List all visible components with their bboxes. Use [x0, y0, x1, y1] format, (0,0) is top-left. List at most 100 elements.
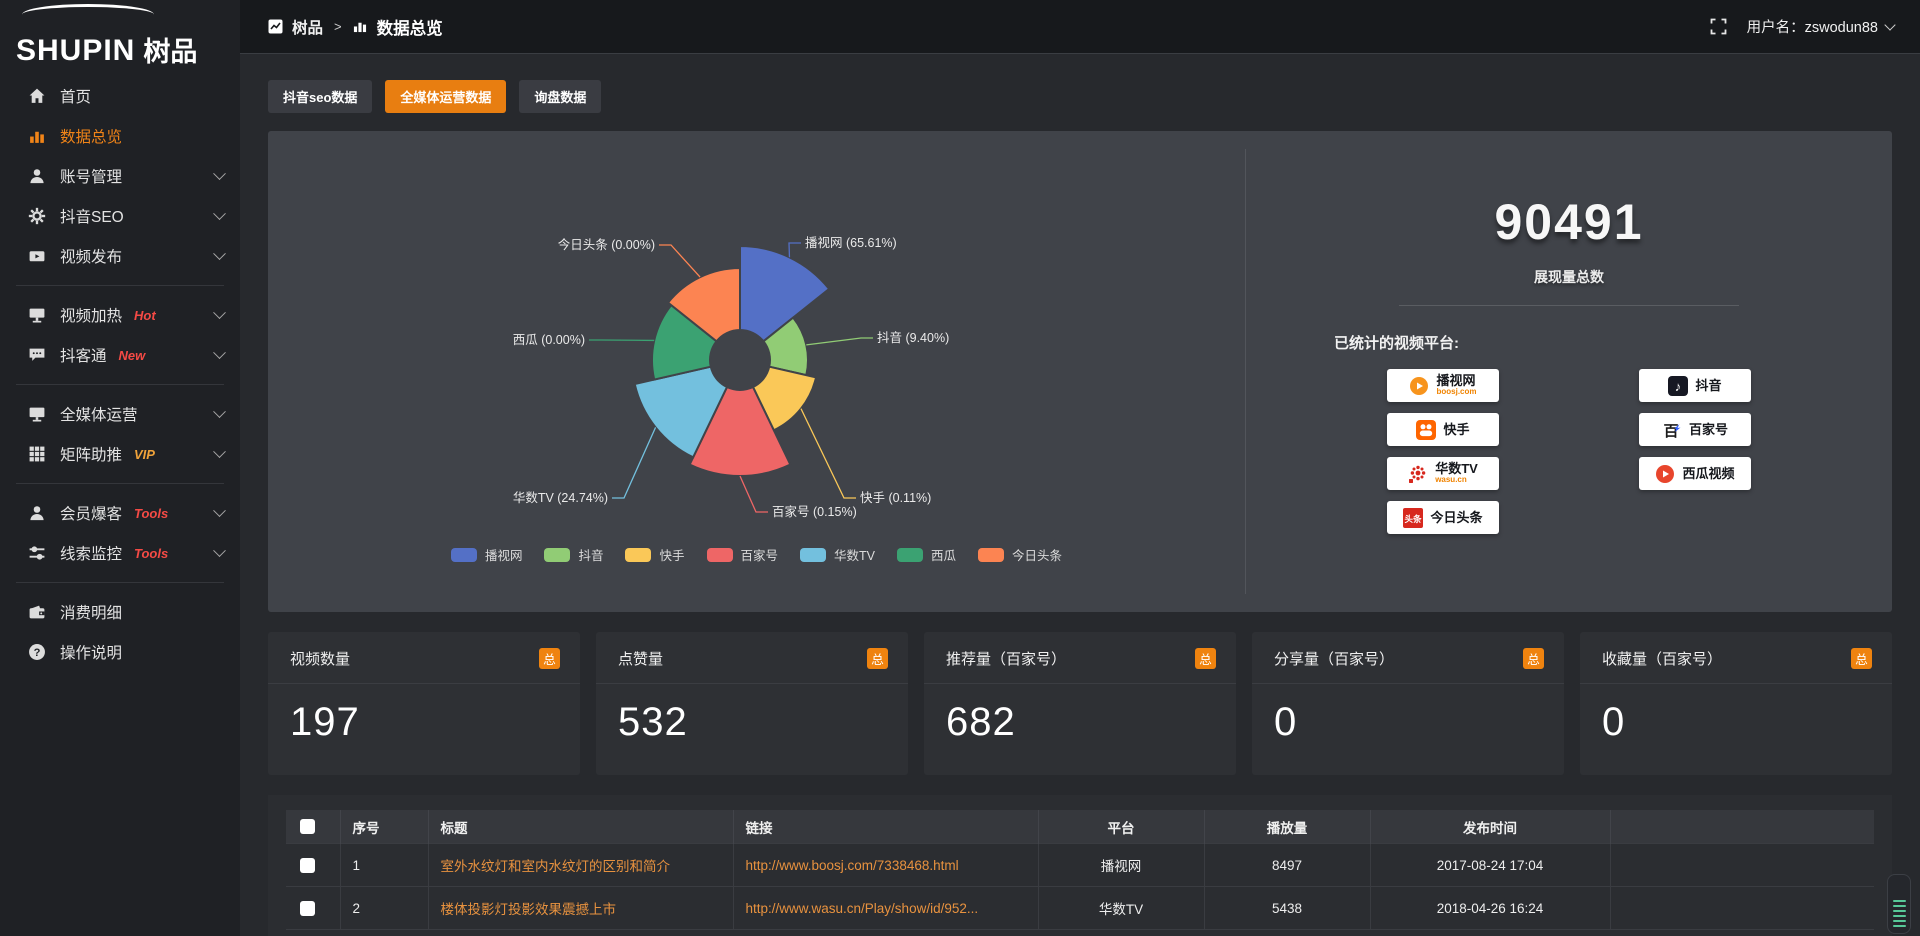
- chevron-down-icon: [213, 404, 226, 418]
- tab-inquiry-data[interactable]: 询盘数据: [519, 80, 602, 113]
- row-checkbox[interactable]: [300, 857, 315, 873]
- pie-label-line: [739, 475, 768, 513]
- sidebar-item-data-overview[interactable]: 数据总览: [0, 116, 240, 156]
- pie-slice-5[interactable]: [651, 303, 718, 381]
- svg-text:♪: ♪: [1675, 379, 1682, 394]
- row-checkbox[interactable]: [300, 900, 315, 916]
- platform-card-kuaishou: 快手: [1387, 413, 1499, 446]
- legend-label: 百家号: [740, 549, 779, 563]
- videos-table: 序号 标题 链接 平台 播放量 发布时间 1 室: [286, 810, 1874, 936]
- svg-text:百: 百: [1663, 423, 1678, 440]
- user-icon: [28, 504, 46, 522]
- total-badge[interactable]: 总: [867, 648, 888, 669]
- breadcrumb-root[interactable]: 树品: [292, 19, 324, 37]
- stat-card-value: 197: [290, 700, 360, 744]
- new-badge: New: [118, 347, 146, 363]
- select-all-checkbox[interactable]: [300, 819, 315, 834]
- legend-item-4[interactable]: 华数TV: [800, 545, 875, 564]
- cell-platform: 播视网: [1037, 843, 1204, 887]
- pie-slice-3[interactable]: [688, 385, 792, 477]
- platform-name: 百家号: [1688, 421, 1728, 437]
- pie-slice-1[interactable]: [762, 316, 809, 377]
- scroll-widget[interactable]: [1887, 874, 1911, 934]
- tab-all-media-data[interactable]: 全媒体运营数据: [385, 80, 507, 113]
- stat-card-favorites: 收藏量（百家号） 总 0: [1580, 632, 1892, 775]
- sidebar-item-clue-monitor[interactable]: 线索监控 Tools: [0, 533, 240, 573]
- widget-bar: [1892, 919, 1906, 922]
- stat-card-value: 532: [618, 700, 688, 744]
- sidebar-item-member-leads[interactable]: 会员爆客 Tools: [0, 493, 240, 533]
- sidebar-item-matrix-boost[interactable]: 矩阵助推 VIP: [0, 434, 240, 474]
- legend-item-2[interactable]: 快手: [625, 545, 685, 564]
- sidebar-item-spend-detail[interactable]: 消费明细: [0, 592, 240, 632]
- cell-title-link[interactable]: 楼体投影灯投影效果震撼上市: [427, 886, 733, 930]
- menu-divider: [16, 483, 224, 484]
- sidebar-item-label: 全媒体运营: [60, 407, 138, 424]
- platform-column-left: 播视网 boosj.com 快手 华数TV wasu.cn: [1387, 369, 1499, 534]
- fullscreen-icon[interactable]: [1710, 18, 1727, 35]
- total-badge[interactable]: 总: [1851, 648, 1872, 669]
- platform-name: 播视网: [1436, 373, 1476, 389]
- pie-label-line: [788, 242, 801, 258]
- sidebar-item-label: 抖客通: [60, 348, 107, 365]
- sidebar-item-home[interactable]: 首页: [0, 76, 240, 116]
- legend-label: 快手: [659, 549, 685, 563]
- sidebar-item-all-media[interactable]: 全媒体运营: [0, 394, 240, 434]
- pie-label: 抖音 (9.40%): [877, 330, 949, 345]
- legend-item-6[interactable]: 今日头条: [978, 545, 1062, 564]
- sidebar-item-account[interactable]: 账号管理: [0, 156, 240, 196]
- wallet-icon: [28, 603, 46, 621]
- total-badge[interactable]: 总: [1195, 648, 1216, 669]
- platform-logos: 播视网 boosj.com 快手 华数TV wasu.cn: [1246, 369, 1892, 534]
- cell-url-link[interactable]: http://www.wasu.cn/Play/show/id/952...: [732, 886, 1038, 930]
- col-header-empty: [1609, 810, 1874, 844]
- chart-legend: 播视网 抖音 快手 百家号 华数TV 西瓜 今日头条: [268, 545, 1245, 564]
- hot-badge: Hot: [134, 307, 156, 323]
- sidebar-item-label: 视频加热: [60, 308, 123, 325]
- chat-icon: [28, 346, 46, 364]
- sidebar-item-label: 首页: [60, 89, 92, 106]
- menu-divider: [16, 384, 224, 385]
- total-badge[interactable]: 总: [1523, 648, 1544, 669]
- legend-item-3[interactable]: 百家号: [706, 545, 779, 564]
- tab-douyin-seo-data[interactable]: 抖音seo数据: [268, 80, 373, 113]
- sidebar-item-instructions[interactable]: ? 操作说明: [0, 632, 240, 672]
- cell-title-link[interactable]: 室外水纹灯和室内水纹灯的区别和简介: [427, 843, 733, 887]
- sidebar-item-video-publish[interactable]: 视频发布: [0, 236, 240, 276]
- pie-slice-6[interactable]: [666, 266, 741, 343]
- summary-panel: 90491 展现量总数 已统计的视频平台: 播视网 boosj.com: [1246, 131, 1892, 612]
- pie-slice-4[interactable]: [633, 365, 729, 459]
- cell-plays: 5438: [1203, 886, 1370, 930]
- pie-label: 百家号 (0.15%): [772, 504, 857, 519]
- stat-card-value: 0: [1274, 700, 1298, 744]
- cell-no: 2: [339, 886, 428, 930]
- xigua-logo-icon: [1656, 464, 1675, 483]
- total-badge[interactable]: 总: [539, 648, 560, 669]
- chevron-down-icon: [213, 166, 226, 180]
- logo-arc-icon: [22, 4, 154, 25]
- stat-card-value: 0: [1602, 700, 1626, 744]
- sidebar: SHUPIN 树品 首页 数据总览 账号管理 抖音SEO: [0, 0, 240, 936]
- col-header-no: 序号: [339, 810, 428, 844]
- cell-url-link[interactable]: http://www.boosj.com/7338468.html: [732, 843, 1038, 887]
- breadcrumb-current: 数据总览: [376, 19, 443, 38]
- legend-swatch: [625, 547, 652, 562]
- app-square-icon: [268, 19, 283, 34]
- widget-bar: [1892, 924, 1906, 927]
- logo-text-cn: 树品: [143, 37, 198, 67]
- sidebar-item-label: 账号管理: [60, 169, 123, 186]
- menu-divider: [16, 285, 224, 286]
- legend-item-5[interactable]: 西瓜: [897, 545, 956, 564]
- user-menu[interactable]: 用户名：zswodun88: [1747, 16, 1896, 37]
- sidebar-item-doketong[interactable]: 抖客通 New: [0, 335, 240, 375]
- legend-item-1[interactable]: 抖音: [544, 545, 603, 564]
- platform-card-toutiao: 头条 今日头条: [1387, 501, 1499, 534]
- stat-card-value: 682: [946, 700, 1016, 744]
- pie-slice-2[interactable]: [751, 365, 818, 432]
- legend-item-0[interactable]: 播视网: [450, 545, 522, 564]
- pie-slice-0[interactable]: [739, 244, 831, 343]
- legend-swatch: [800, 547, 827, 562]
- sidebar-item-douyin-seo[interactable]: 抖音SEO: [0, 196, 240, 236]
- kuaishou-logo-icon: [1416, 419, 1437, 440]
- sidebar-item-video-heat[interactable]: 视频加热 Hot: [0, 295, 240, 335]
